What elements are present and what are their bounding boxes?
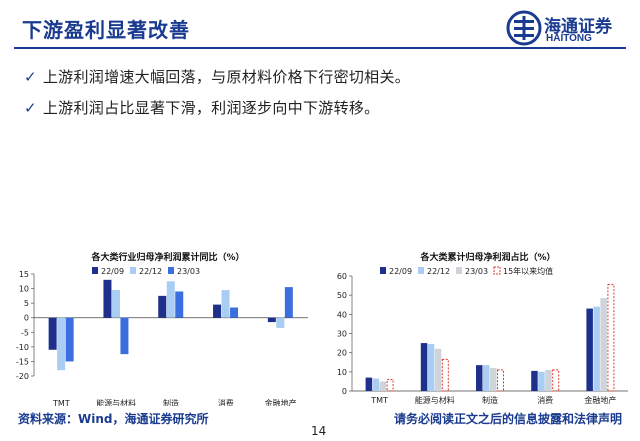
bar — [531, 370, 538, 391]
y-tick-label: -10 — [16, 343, 29, 352]
category-label: 消费 — [218, 398, 234, 406]
y-tick-label: 40 — [337, 310, 347, 319]
y-tick-label: 50 — [337, 291, 347, 300]
category-label: 能源与材料 — [96, 398, 136, 406]
checkmark-icon: ✓ — [24, 99, 37, 117]
disclaimer-note: 请务必阅读正文之后的信息披露和法律声明 — [394, 412, 623, 426]
bar — [545, 369, 552, 391]
source-note: 资料来源：Wind，海通证券研究所 — [18, 412, 209, 426]
bullet-text: 上游利润占比显著下滑，利润逐步向中下游转移。 — [42, 99, 380, 117]
bar — [538, 371, 545, 391]
chart-title: 各大类行业归母净利润累计同比（%） — [90, 251, 244, 263]
bar — [427, 344, 435, 391]
logo-text-cn: 海通证券 — [544, 17, 612, 37]
bar — [213, 304, 222, 318]
y-tick-label: 20 — [337, 349, 347, 358]
bar — [284, 287, 293, 318]
bar — [221, 290, 230, 318]
checkmark-icon: ✓ — [24, 68, 37, 86]
category-label: 能源与材料 — [415, 395, 455, 405]
bar — [103, 279, 112, 318]
bar — [476, 365, 483, 391]
logo-text-en: HAITONG — [546, 33, 592, 44]
bar — [365, 377, 373, 391]
bar — [586, 308, 593, 391]
bar — [593, 306, 600, 391]
category-label: 金融地产 — [584, 395, 616, 405]
bar — [175, 291, 184, 318]
category-label: TMT — [370, 396, 388, 405]
legend-label: 22/09 — [389, 267, 412, 276]
legend-swatch — [380, 267, 386, 274]
bar — [434, 348, 442, 391]
profit-share-chart: 各大类累计归母净利润占比（%） 22/09 22/12 23/03 15年以来均值 60 5… — [337, 251, 628, 405]
bar — [483, 365, 490, 391]
page-title: 下游盈利显著改善 — [22, 18, 190, 42]
bar — [386, 379, 394, 392]
page-number: 14 — [311, 424, 327, 438]
legend-swatch — [92, 267, 98, 274]
legend-swatch — [493, 266, 501, 275]
bullet-item: ✓ 上游利润占比显著下滑，利润逐步向中下游转移。 — [24, 97, 379, 118]
bar — [379, 381, 387, 391]
bar — [230, 307, 239, 318]
category-label: 制造 — [482, 395, 498, 405]
legend-swatch — [130, 267, 136, 274]
y-tick-label: 5 — [24, 299, 29, 308]
bar — [48, 317, 57, 350]
bar — [267, 317, 276, 323]
legend-label: 23/03 — [177, 267, 200, 276]
bar — [120, 317, 129, 355]
legend-label: 23/03 — [465, 267, 488, 276]
y-tick-label: 10 — [337, 368, 347, 377]
bar — [441, 358, 449, 392]
company-logo: 海通证券 HAITONG — [504, 8, 632, 48]
bar — [158, 295, 167, 318]
legend-swatch — [418, 267, 424, 274]
y-tick-label: 15 — [19, 270, 29, 279]
bullet-item: ✓ 上游利润增速大幅回落，与原材料价格下行密切相关。 — [24, 66, 410, 87]
legend-swatch — [456, 267, 462, 274]
bar — [600, 298, 607, 391]
legend-label: 15年以来均值 — [503, 266, 553, 276]
bar — [65, 317, 74, 362]
y-tick-label: 0 — [24, 314, 29, 323]
legend-label: 22/12 — [427, 267, 450, 276]
bar — [57, 317, 66, 371]
legend-label: 22/12 — [139, 267, 162, 276]
y-tick-label: -15 — [16, 357, 29, 366]
y-tick-label: -20 — [16, 372, 29, 381]
y-tick-label: 30 — [337, 330, 347, 339]
y-tick-label: -5 — [21, 328, 29, 337]
title-divider — [14, 47, 626, 49]
legend-swatch — [168, 267, 174, 274]
chart-title: 各大类累计归母净利润占比（%） — [419, 251, 555, 263]
legend-label: 22/09 — [101, 267, 124, 276]
category-label: 制造 — [163, 398, 179, 406]
y-tick-label: 10 — [19, 285, 29, 294]
bar — [490, 368, 497, 391]
bar — [552, 369, 560, 392]
bar — [420, 343, 428, 391]
bar — [372, 378, 380, 391]
bar — [607, 284, 615, 392]
profit-growth-chart: 各大类行业归母净利润累计同比（%） 22/09 22/12 23/03 15 10 5 0 -5… — [16, 251, 308, 406]
bar — [497, 369, 504, 392]
y-tick-label: 60 — [337, 272, 347, 281]
category-label: 消费 — [537, 395, 553, 405]
bullet-text: 上游利润增速大幅回落，与原材料价格下行密切相关。 — [42, 68, 411, 86]
bar — [111, 290, 120, 318]
bar — [276, 317, 285, 328]
y-tick-label: 0 — [342, 387, 347, 396]
bar — [166, 281, 175, 318]
category-label: 金融地产 — [265, 398, 297, 406]
logo-emblem-icon — [506, 10, 542, 46]
category-label: TMT — [52, 399, 70, 406]
